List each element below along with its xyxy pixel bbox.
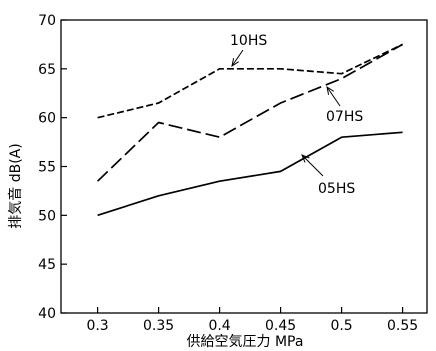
label-arrowhead bbox=[301, 154, 310, 163]
y-tick-label: 55 bbox=[38, 160, 56, 176]
x-tick-label: 0.3 bbox=[86, 318, 108, 334]
series-line-05hs bbox=[97, 131, 403, 217]
x-tick-label: 0.5 bbox=[330, 318, 352, 334]
y-tick-label: 45 bbox=[38, 257, 56, 273]
series-label-05hs: 05HS bbox=[318, 181, 355, 197]
series-labels: 10HS 07HS 05HS bbox=[230, 33, 363, 197]
x-tick-label: 0.4 bbox=[208, 318, 230, 334]
y-axis: 40 45 50 55 60 65 70 bbox=[38, 13, 67, 322]
x-axis: 0.3 0.35 0.4 0.45 0.5 0.55 bbox=[86, 307, 418, 334]
label-pointer-line bbox=[326, 86, 341, 107]
series-line-10hs bbox=[97, 43, 403, 119]
plot-frame-rect bbox=[60, 19, 428, 314]
label-pointer-line bbox=[301, 154, 324, 177]
label-pointer-line bbox=[231, 49, 244, 67]
series-label-07hs: 07HS bbox=[326, 109, 363, 125]
series-label-10hs: 10HS bbox=[230, 33, 267, 49]
x-tick-label: 0.55 bbox=[387, 318, 418, 334]
y-tick-label: 60 bbox=[38, 111, 56, 127]
y-axis-title: 排気音 dB(A) bbox=[7, 143, 24, 228]
x-tick-label: 0.45 bbox=[265, 318, 296, 334]
plot-frame bbox=[60, 19, 428, 314]
label-arrowhead bbox=[326, 85, 334, 95]
label-arrowhead bbox=[231, 58, 239, 68]
y-tick-label: 40 bbox=[38, 306, 56, 322]
y-tick-label: 70 bbox=[38, 13, 56, 29]
series-lines bbox=[97, 43, 404, 217]
series-line-07hs bbox=[97, 43, 404, 182]
y-tick-label: 50 bbox=[38, 208, 56, 224]
y-tick-label: 65 bbox=[38, 62, 56, 78]
x-tick-label: 0.35 bbox=[143, 318, 174, 334]
x-axis-title: 供給空気圧力 MPa bbox=[187, 334, 304, 350]
